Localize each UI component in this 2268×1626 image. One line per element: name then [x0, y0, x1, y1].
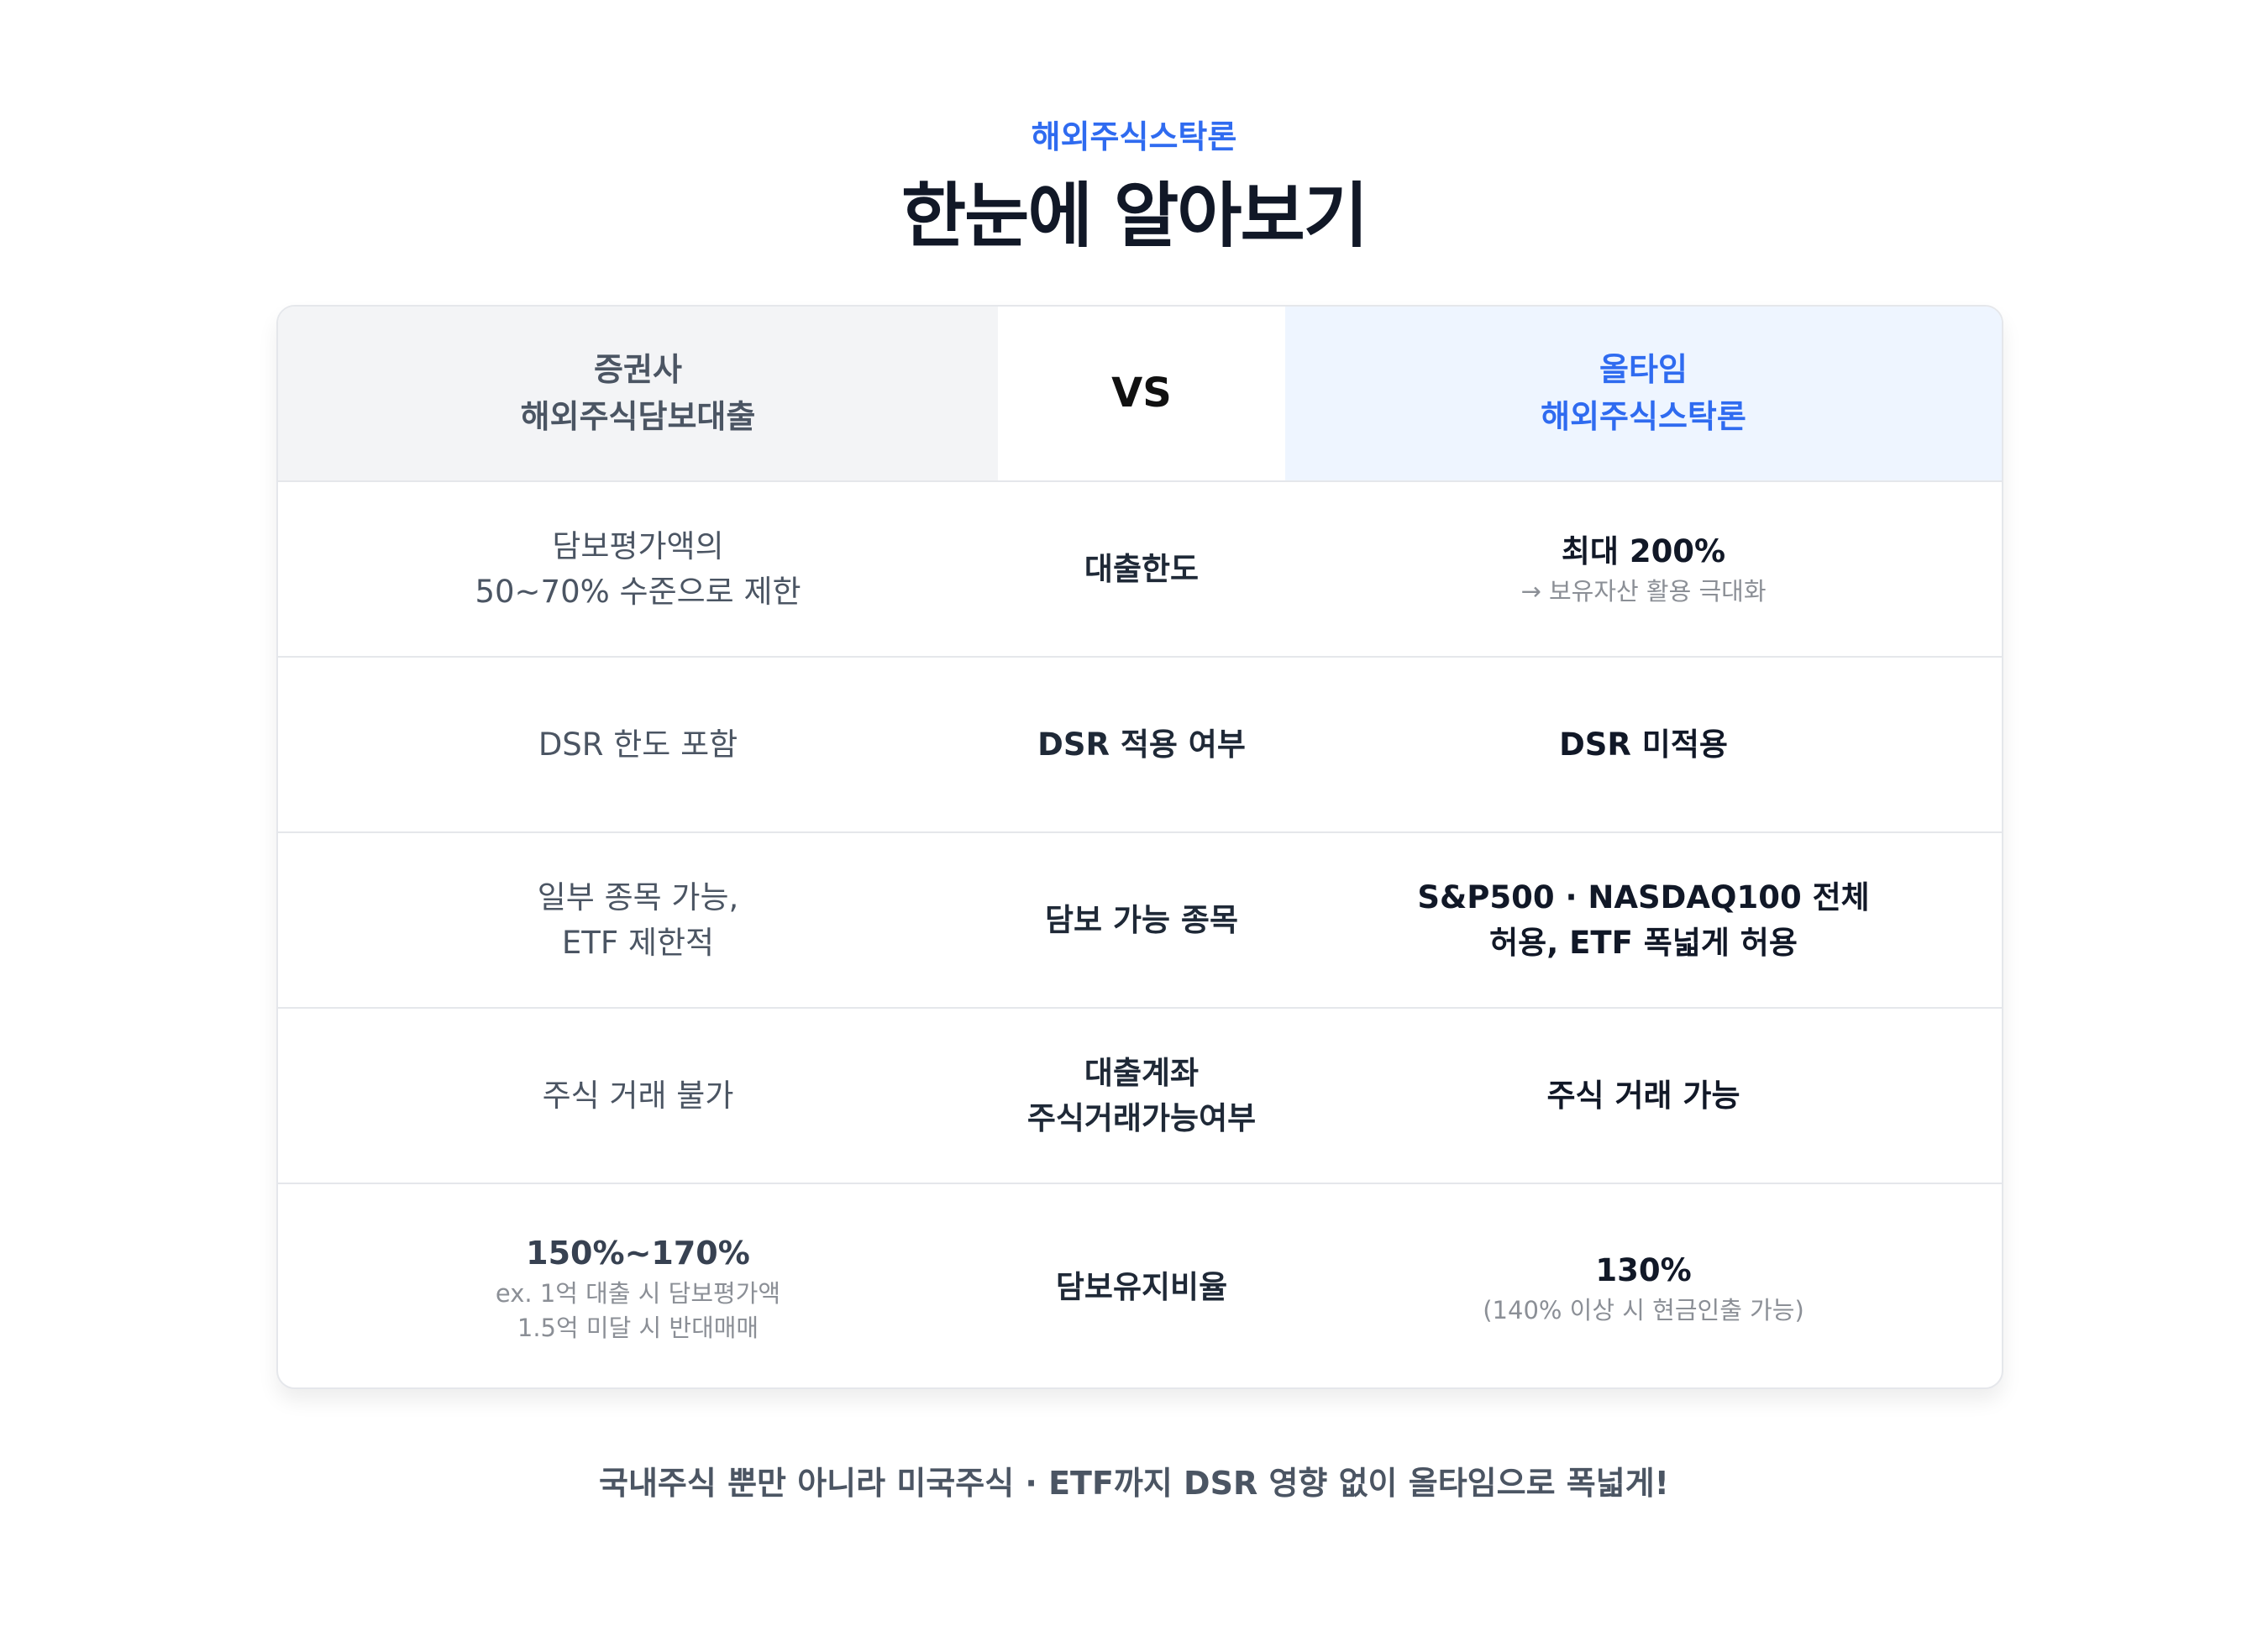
- brokerage-cell: 주식 거래 불가: [278, 1009, 998, 1183]
- criteria-label: DSR 적용 여부: [1037, 726, 1246, 763]
- alltime-text: S&P500 · NASDAQ100 전체: [1417, 879, 1870, 915]
- alltime-cell: 130% (140% 이상 시 현금인출 가능): [1285, 1184, 2002, 1387]
- alltime-note: (140% 이상 시 현금인출 가능): [1483, 1295, 1804, 1324]
- brokerage-text: DSR 한도 포함: [538, 726, 738, 763]
- criteria-cell: 담보유지비율: [998, 1184, 1285, 1387]
- brokerage-cell: 일부 종목 가능, ETF 제한적: [278, 833, 998, 1007]
- table-row: 담보평가액의 50~70% 수준으로 제한 대출한도 최대 200% → 보유자산 활용…: [278, 482, 2002, 658]
- header-brokerage-line: 해외주식담보대출: [520, 397, 756, 435]
- brokerage-note: ex. 1억 대출 시 담보평가액: [495, 1278, 781, 1308]
- brokerage-text: 일부 종목 가능,: [537, 879, 739, 915]
- criteria-cell: 대출한도: [998, 482, 1285, 656]
- header-vs: VS: [998, 307, 1285, 480]
- table-row: 일부 종목 가능, ETF 제한적 담보 가능 종목 S&P500 · NASDAQ1…: [278, 833, 2002, 1009]
- alltime-text: 130%: [1595, 1251, 1692, 1288]
- criteria-label: 주식거래가능여부: [1026, 1099, 1257, 1136]
- alltime-note: → 보유자산 활용 극대화: [1520, 577, 1767, 606]
- header-alltime-line: 해외주식스탁론: [1541, 397, 1746, 435]
- criteria-label: 담보 가능 종목: [1044, 901, 1238, 938]
- alltime-cell: 최대 200% → 보유자산 활용 극대화: [1285, 482, 2002, 656]
- comparison-table: 증권사 해외주식담보대출 VS 올타임 해외주식스탁론 담보평가액의 50~70%…: [276, 305, 2003, 1389]
- table-header-row: 증권사 해외주식담보대출 VS 올타임 해외주식스탁론: [278, 307, 2002, 482]
- alltime-text: 허용, ETF 폭넓게 허용: [1489, 924, 1798, 961]
- header-brokerage: 증권사 해외주식담보대출: [278, 307, 998, 480]
- brokerage-text: 담보평가액의: [552, 527, 724, 564]
- brokerage-note: 1.5억 미달 시 반대매매: [517, 1313, 759, 1342]
- footer-note: 국내주식 뿐만 아니라 미국주식 · ETF까지 DSR 영향 없이 올타임으로…: [599, 1465, 1669, 1502]
- brokerage-cell: 담보평가액의 50~70% 수준으로 제한: [278, 482, 998, 656]
- brokerage-text: 주식 거래 불가: [542, 1077, 734, 1114]
- brokerage-value: 150%~170%: [526, 1234, 750, 1272]
- brokerage-cell: 150%~170% ex. 1억 대출 시 담보평가액 1.5억 미달 시 반대매매: [278, 1184, 998, 1387]
- alltime-text: DSR 미적용: [1559, 726, 1728, 763]
- alltime-text: 최대 200%: [1561, 533, 1726, 570]
- criteria-cell: 담보 가능 종목: [998, 833, 1285, 1007]
- criteria-label: 대출계좌: [1084, 1054, 1200, 1091]
- alltime-cell: 주식 거래 가능: [1285, 1009, 2002, 1183]
- section-eyebrow: 해외주식스탁론: [1031, 118, 1237, 155]
- page-title: 한눈에 알아보기: [900, 175, 1368, 257]
- table-row: 150%~170% ex. 1억 대출 시 담보평가액 1.5억 미달 시 반대매매…: [278, 1184, 2002, 1387]
- brokerage-text: 50~70% 수준으로 제한: [475, 573, 801, 610]
- header-brokerage-line: 증권사: [594, 351, 682, 389]
- criteria-cell: DSR 적용 여부: [998, 658, 1285, 831]
- brokerage-cell: DSR 한도 포함: [278, 658, 998, 831]
- header-alltime-line: 올타임: [1599, 351, 1688, 389]
- header-alltime: 올타임 해외주식스탁론: [1285, 307, 2002, 480]
- criteria-label: 대출한도: [1084, 550, 1200, 587]
- brokerage-text: ETF 제한적: [561, 924, 715, 961]
- alltime-cell: DSR 미적용: [1285, 658, 2002, 831]
- criteria-label: 담보유지비율: [1055, 1269, 1228, 1306]
- alltime-text: 주식 거래 가능: [1546, 1077, 1740, 1114]
- table-row: DSR 한도 포함 DSR 적용 여부 DSR 미적용: [278, 658, 2002, 833]
